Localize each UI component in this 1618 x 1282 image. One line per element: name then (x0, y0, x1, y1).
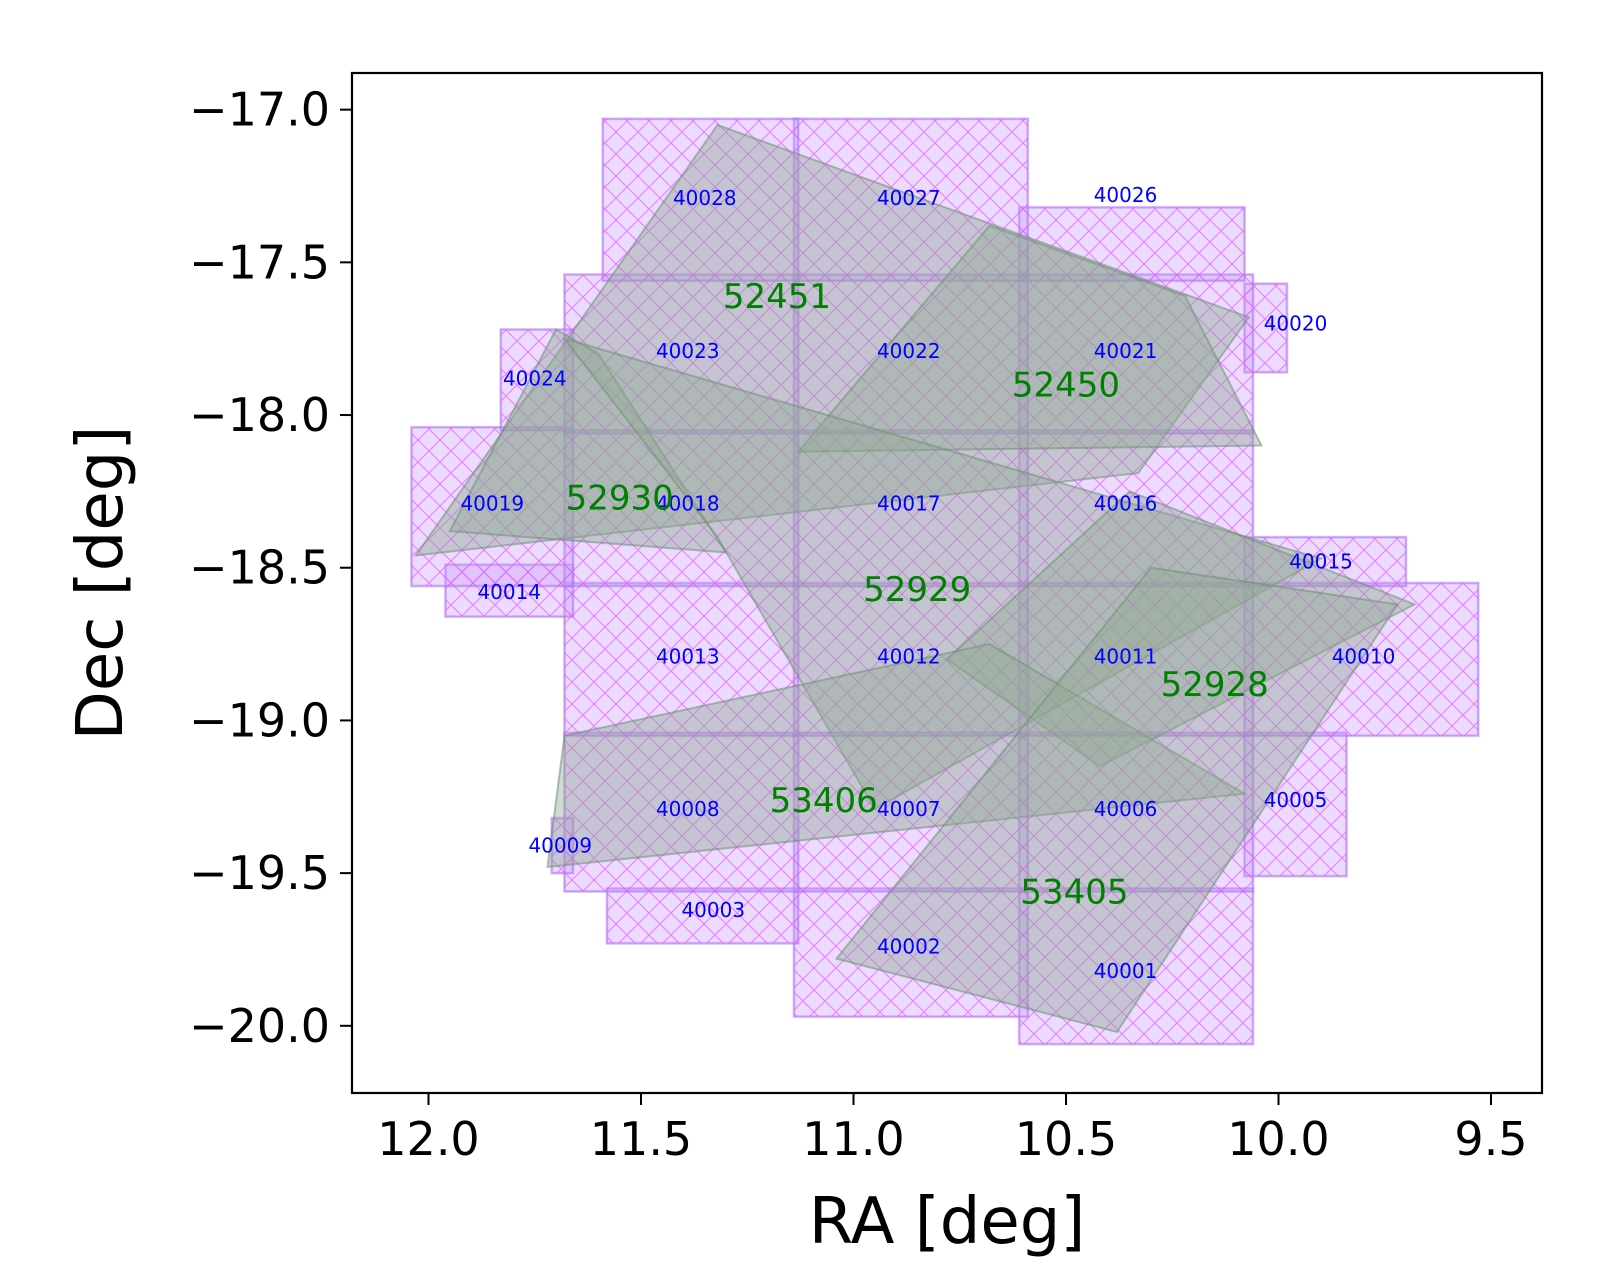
tile-40021 (1017, 273, 1255, 435)
fields-layer (413, 123, 1417, 1034)
field-footprint-52929 (561, 336, 1324, 811)
field-label: 52930 (566, 478, 674, 518)
tile-hatch (793, 118, 1029, 282)
tile-label: 40013 (656, 644, 720, 668)
tile-label: 40019 (460, 492, 524, 516)
tile-label: 40016 (1094, 492, 1158, 516)
field-label: 53405 (1020, 872, 1128, 912)
tile-hatch (1018, 731, 1254, 893)
y-tick-label: −19.0 (189, 693, 330, 747)
tile-label: 40027 (877, 186, 941, 210)
tile-label: 40020 (1264, 311, 1328, 335)
tile-label: 40001 (1094, 959, 1158, 983)
tile-40003 (605, 886, 800, 945)
tile-label: 40022 (877, 339, 941, 363)
tile-label: 40018 (656, 492, 720, 516)
tile-label: 40003 (681, 898, 745, 922)
tile-label: 40012 (877, 644, 941, 668)
tile-label: 40017 (877, 492, 941, 516)
tile-hatch (410, 426, 574, 587)
field-footprint-53405 (834, 566, 1400, 1034)
tile-label: 40014 (477, 580, 541, 604)
tiles-layer (410, 117, 1480, 1046)
tile-label: 40028 (673, 186, 737, 210)
tile-hatch (1018, 582, 1254, 737)
tile-hatch (563, 731, 799, 893)
tile-label: 40007 (877, 797, 941, 821)
tile-label: 40026 (1094, 183, 1158, 207)
y-tick-label: −18.5 (189, 541, 330, 595)
tile-label: 40015 (1289, 550, 1353, 574)
tile-label: 40010 (1332, 644, 1396, 668)
field-label: 52929 (863, 570, 971, 610)
x-axis-label: RA [deg] (809, 1185, 1086, 1259)
field-footprint-52450 (796, 224, 1264, 453)
tile-hatch (606, 887, 799, 945)
x-tick-label: 10.0 (1227, 1112, 1329, 1166)
tile-label: 40006 (1094, 797, 1158, 821)
tile-hatch (793, 582, 1029, 737)
tile-40012 (792, 581, 1030, 738)
plot-frame (350, 71, 1544, 1095)
tile-labels-layer: 40001 40002 40003 40005 40006 40007 40008 40009… (460, 183, 1395, 983)
tile-40027 (792, 117, 1030, 283)
field-label: 53406 (770, 781, 878, 821)
x-axis: 12.0 11.5 11.0 10.5 10.0 9.5 (377, 1093, 1528, 1166)
tile-40008 (563, 731, 800, 893)
tile-label: 40023 (656, 339, 720, 363)
x-tick-label: 11.5 (590, 1112, 692, 1166)
tile-label: 40011 (1094, 644, 1158, 668)
field-label: 52450 (1012, 365, 1120, 405)
tile-hatch (793, 887, 1029, 1018)
field-label: 52928 (1161, 665, 1269, 705)
tile-40002 (792, 886, 1030, 1019)
tile-hatch (1243, 536, 1407, 587)
tile-40028 (601, 117, 800, 283)
x-tick-label: 12.0 (377, 1112, 479, 1166)
tile-40015 (1243, 535, 1408, 588)
x-tick-label: 9.5 (1454, 1112, 1527, 1166)
field-footprint-53406 (546, 643, 1248, 869)
tile-40019 (410, 425, 575, 588)
tile-label: 40002 (877, 934, 941, 958)
field-labels-layer: 52451 52450 52930 52929 52928 53406 53405 (566, 277, 1269, 913)
y-tick-label: −19.5 (189, 846, 330, 900)
tile-40024 (499, 328, 575, 432)
tile-label: 40008 (656, 797, 720, 821)
y-tick-label: −17.0 (189, 83, 330, 137)
tile-40023 (563, 273, 800, 435)
y-axis-label: Dec [deg] (64, 426, 138, 741)
y-tick-label: −18.0 (189, 388, 330, 442)
y-tick-label: −20.0 (189, 999, 330, 1053)
x-tick-label: 10.5 (1015, 1112, 1117, 1166)
tile-40026 (1017, 205, 1246, 283)
tile-hatch (602, 118, 799, 282)
y-tick-label: −17.5 (189, 235, 330, 289)
x-tick-label: 11.0 (802, 1112, 904, 1166)
field-footprint-52928 (945, 490, 1417, 768)
tile-40016 (1017, 428, 1255, 588)
tile-hatch (793, 273, 1029, 435)
tile-40005 (1243, 731, 1348, 878)
y-axis: −17.0 −17.5 −18.0 −18.5 −19.0 −19.5 −20.0 (189, 83, 352, 1053)
tile-hatch (1018, 206, 1246, 282)
tile-40006 (1017, 731, 1255, 893)
tile-label: 40024 (503, 366, 567, 390)
tile-hatch (551, 817, 574, 874)
tile-40011 (1017, 581, 1255, 738)
tile-40009 (550, 816, 575, 875)
tile-label: 40021 (1094, 339, 1158, 363)
tile-label: 40005 (1264, 788, 1328, 812)
tile-label: 40009 (528, 834, 592, 858)
field-label: 52451 (723, 277, 831, 317)
